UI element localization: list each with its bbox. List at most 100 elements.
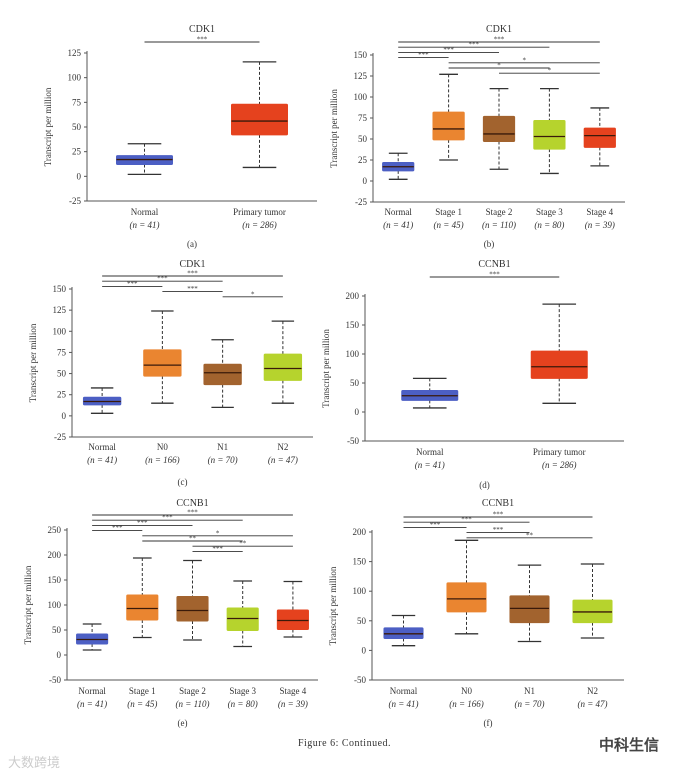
group-n-label: (n = 80) [534, 220, 564, 230]
significance-label: * [522, 56, 526, 64]
box-iqr [583, 127, 616, 148]
group-n-label: (n = 166) [145, 455, 180, 465]
y-tick-label: -25 [54, 432, 66, 442]
box-iqr [533, 120, 566, 150]
group-n-label: (n = 47) [268, 455, 298, 465]
y-tick-label: 25 [358, 155, 368, 165]
y-tick-label: 150 [354, 50, 368, 60]
y-axis-label: Transcript per million [328, 566, 338, 645]
significance-label: *** [137, 519, 148, 527]
significance-label: * [216, 529, 220, 537]
significance-label: *** [112, 524, 123, 532]
y-tick-label: 0 [362, 645, 367, 655]
group-n-label: (n = 47) [577, 699, 607, 709]
y-tick-label: 250 [48, 525, 62, 535]
chart-title: CDK1 [179, 259, 205, 270]
box-iqr [143, 349, 182, 377]
x-tick-label: N0 [157, 442, 168, 452]
group-n-label: (n = 70) [514, 699, 544, 709]
y-tick-label: -50 [354, 675, 366, 685]
significance-label: *** [443, 46, 454, 54]
y-tick-label: 0 [62, 411, 67, 421]
box-iqr [530, 350, 588, 379]
significance-label: *** [430, 521, 441, 529]
x-tick-label: Stage 2 [486, 207, 513, 217]
y-tick-label: 200 [48, 550, 62, 560]
group-n-label: (n = 39) [585, 220, 615, 230]
group-n-label: (n = 70) [208, 455, 238, 465]
significance-label: *** [127, 280, 138, 288]
y-tick-label: 150 [346, 320, 360, 330]
figure-caption: Figure 6: Continued. [297, 738, 392, 749]
y-tick-label: 50 [350, 378, 360, 388]
y-tick-label: 25 [72, 147, 82, 157]
x-tick-label: N0 [461, 686, 472, 696]
x-tick-label: Primary tumor [533, 447, 586, 457]
y-tick-label: 0 [57, 650, 62, 660]
significance-label: *** [489, 271, 500, 279]
watermark-left: 大数跨境 [8, 756, 61, 771]
significance-label: *** [212, 545, 223, 553]
box-iqr [276, 609, 309, 630]
y-tick-label: 150 [53, 284, 67, 294]
panel-label: (f) [484, 718, 493, 728]
chart-title: CDK1 [486, 24, 512, 35]
panel-label: (e) [178, 718, 188, 728]
significance-label: ** [189, 535, 197, 543]
y-tick-label: 125 [68, 48, 82, 58]
group-n-label: (n = 286) [242, 220, 277, 230]
x-tick-label: Normal [131, 207, 159, 217]
y-tick-label: 125 [53, 305, 67, 315]
panel-label: (c) [178, 477, 188, 487]
significance-label: * [251, 290, 255, 298]
y-axis-label: Transcript per million [329, 89, 339, 168]
y-tick-label: 0 [363, 176, 368, 186]
box-iqr [203, 363, 242, 386]
group-n-label: (n = 39) [278, 699, 308, 709]
significance-label: *** [187, 270, 198, 278]
y-tick-label: 150 [48, 575, 62, 585]
x-tick-label: Stage 1 [435, 207, 462, 217]
x-tick-label: Normal [384, 207, 412, 217]
y-tick-label: 50 [357, 616, 367, 626]
x-tick-label: Stage 4 [586, 207, 613, 217]
significance-label: *** [493, 526, 504, 534]
x-tick-label: Normal [416, 447, 444, 457]
box-iqr [231, 103, 288, 136]
y-tick-label: 50 [72, 122, 82, 132]
y-tick-label: 75 [57, 347, 67, 357]
y-tick-label: 100 [346, 349, 360, 359]
box-iqr [263, 353, 303, 381]
significance-label: *** [461, 516, 472, 524]
y-axis-label: Transcript per million [23, 565, 33, 644]
box-iqr [432, 111, 465, 141]
y-tick-label: 25 [57, 390, 67, 400]
y-tick-label: 50 [358, 134, 368, 144]
significance-label: *** [469, 41, 480, 49]
group-n-label: (n = 41) [77, 699, 107, 709]
significance-label: * [548, 67, 552, 75]
y-tick-label: 75 [72, 97, 82, 107]
panel-label: (d) [479, 480, 490, 490]
y-tick-label: 75 [358, 113, 368, 123]
x-tick-label: N2 [587, 686, 598, 696]
y-axis-label: Transcript per million [28, 323, 38, 402]
group-n-label: (n = 110) [176, 699, 210, 709]
group-n-label: (n = 45) [127, 699, 157, 709]
chart-title: CCNB1 [482, 498, 514, 509]
group-n-label: (n = 80) [228, 699, 258, 709]
x-tick-label: Primary tumor [233, 207, 286, 217]
chart-title: CCNB1 [478, 259, 510, 270]
y-tick-label: 100 [353, 586, 367, 596]
y-tick-label: 150 [353, 557, 367, 567]
group-n-label: (n = 110) [482, 220, 516, 230]
group-n-label: (n = 41) [415, 460, 445, 470]
box-iqr [226, 607, 259, 631]
x-tick-label: Normal [78, 686, 106, 696]
y-tick-label: 125 [354, 71, 368, 81]
group-n-label: (n = 41) [129, 220, 159, 230]
y-tick-label: 100 [354, 92, 368, 102]
panel-label: (b) [484, 239, 495, 249]
